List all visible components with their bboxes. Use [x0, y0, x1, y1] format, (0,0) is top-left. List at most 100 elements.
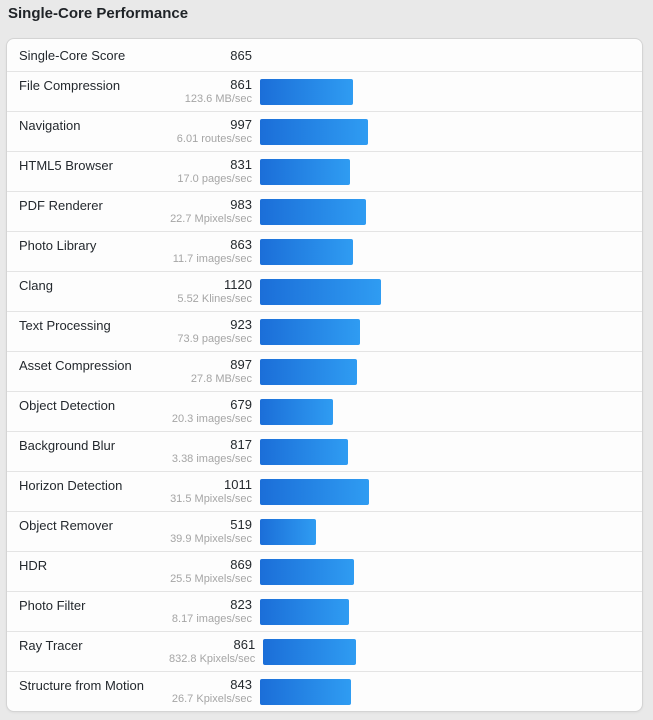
workload-rows: File Compression 861 123.6 MB/sec Naviga… [7, 71, 642, 711]
workload-rate: 31.5 Mpixels/sec [170, 493, 252, 505]
score-bar [260, 598, 349, 625]
workload-name: Horizon Detection [19, 478, 123, 493]
workload-row: Photo Filter 823 8.17 images/sec [7, 591, 642, 631]
workload-score-column: 843 26.7 Kpixels/sec [169, 677, 252, 706]
workload-bar-area [260, 238, 642, 265]
workload-score: 1120 [224, 277, 252, 292]
workload-score: 519 [230, 517, 252, 532]
workload-bar-area [260, 198, 642, 225]
workload-rate: 25.5 Mpixels/sec [170, 573, 252, 585]
workload-score-column: 823 8.17 images/sec [169, 597, 252, 626]
workload-bar-area [260, 478, 642, 505]
workload-row: Photo Library 863 11.7 images/sec [7, 231, 642, 271]
workload-name: HDR [19, 558, 48, 573]
workload-name: Background Blur [19, 438, 116, 453]
workload-row: Object Remover 519 39.9 Mpixels/sec [7, 511, 642, 551]
workload-row: Text Processing 923 73.9 pages/sec [7, 311, 642, 351]
workload-rate: 20.3 images/sec [171, 413, 252, 425]
benchmark-results-card: Single-Core Score 865 File Compression 8… [6, 38, 643, 712]
workload-row: Clang 1120 5.52 Klines/sec [7, 271, 642, 311]
workload-row: PDF Renderer 983 22.7 Mpixels/sec [7, 191, 642, 231]
workload-rate: 17.0 pages/sec [177, 173, 252, 185]
workload-row: File Compression 861 123.6 MB/sec [7, 71, 642, 111]
workload-score-column: 863 11.7 images/sec [169, 237, 252, 266]
workload-name: Text Processing [19, 318, 111, 333]
summary-label: Single-Core Score [19, 47, 126, 63]
workload-bar-area [260, 438, 642, 465]
workload-bar-area [260, 678, 642, 705]
workload-rate: 8.17 images/sec [171, 613, 252, 625]
workload-score-column: 519 39.9 Mpixels/sec [169, 517, 252, 546]
workload-bar-area [260, 558, 642, 585]
workload-score: 983 [230, 197, 252, 212]
score-bar [260, 518, 317, 545]
summary-score-column: 865 [169, 48, 252, 63]
workload-name: Object Remover [19, 518, 113, 533]
workload-score: 817 [230, 437, 252, 452]
summary-score: 865 [230, 47, 252, 63]
workload-rate: 5.52 Klines/sec [177, 293, 252, 305]
workload-score-column: 831 17.0 pages/sec [169, 157, 252, 186]
workload-score: 897 [230, 357, 252, 372]
workload-bar-area [260, 318, 642, 345]
workload-rate: 832.8 Kpixels/sec [169, 653, 256, 665]
workload-score-column: 861 123.6 MB/sec [169, 77, 252, 106]
workload-score: 823 [230, 597, 252, 612]
workload-row: Navigation 997 6.01 routes/sec [7, 111, 642, 151]
workload-name: File Compression [19, 78, 121, 93]
workload-name: PDF Renderer [19, 198, 103, 213]
workload-name: Object Detection [19, 398, 116, 413]
workload-score-column: 1120 5.52 Klines/sec [169, 277, 252, 306]
workload-row: Object Detection 679 20.3 images/sec [7, 391, 642, 431]
workload-score: 679 [230, 397, 252, 412]
workload-score-column: 679 20.3 images/sec [169, 397, 252, 426]
workload-name: HTML5 Browser [19, 158, 113, 173]
workload-name: Photo Filter [19, 598, 86, 613]
workload-score: 997 [230, 117, 252, 132]
score-bar [260, 158, 350, 185]
workload-score-column: 997 6.01 routes/sec [169, 117, 252, 146]
workload-rate: 11.7 images/sec [172, 253, 252, 265]
workload-row: Ray Tracer 861 832.8 Kpixels/sec [7, 631, 642, 671]
workload-rate: 22.7 Mpixels/sec [170, 213, 252, 225]
workload-rate: 3.38 images/sec [171, 453, 252, 465]
workload-bar-area [260, 78, 642, 105]
workload-score: 831 [230, 157, 252, 172]
workload-bar-area [260, 158, 642, 185]
workload-row: Asset Compression 897 27.8 MB/sec [7, 351, 642, 391]
workload-score-column: 923 73.9 pages/sec [169, 317, 252, 346]
workload-row: HTML5 Browser 831 17.0 pages/sec [7, 151, 642, 191]
workload-rate: 39.9 Mpixels/sec [170, 533, 252, 545]
workload-rate: 6.01 routes/sec [176, 133, 252, 145]
score-bar [260, 78, 353, 105]
score-bar [260, 438, 349, 465]
workload-bar-area [260, 398, 642, 425]
score-bar [263, 638, 357, 665]
score-bar [260, 278, 381, 305]
workload-rate: 26.7 Kpixels/sec [171, 693, 252, 705]
score-bar [260, 318, 360, 345]
workload-score: 861 [230, 77, 252, 92]
workload-rate: 27.8 MB/sec [190, 373, 252, 385]
workload-score: 869 [230, 557, 252, 572]
workload-row: Background Blur 817 3.38 images/sec [7, 431, 642, 471]
score-bar [260, 478, 370, 505]
score-bar [260, 358, 357, 385]
workload-score-column: 817 3.38 images/sec [169, 437, 252, 466]
score-bar [260, 118, 368, 145]
workload-score-column: 897 27.8 MB/sec [169, 357, 252, 386]
workload-score: 861 [233, 637, 256, 652]
workload-row: Structure from Motion 843 26.7 Kpixels/s… [7, 671, 642, 711]
workload-score-column: 861 832.8 Kpixels/sec [169, 637, 255, 666]
workload-name: Clang [19, 278, 53, 293]
workload-bar-area [260, 358, 642, 385]
workload-row: HDR 869 25.5 Mpixels/sec [7, 551, 642, 591]
workload-bar-area [260, 278, 642, 305]
workload-bar-area [260, 518, 642, 545]
workload-score: 863 [230, 237, 252, 252]
score-bar [260, 398, 334, 425]
workload-score: 843 [230, 677, 252, 692]
workload-score: 923 [230, 317, 252, 332]
workload-score-column: 1011 31.5 Mpixels/sec [169, 477, 252, 506]
workload-name: Navigation [19, 118, 81, 133]
